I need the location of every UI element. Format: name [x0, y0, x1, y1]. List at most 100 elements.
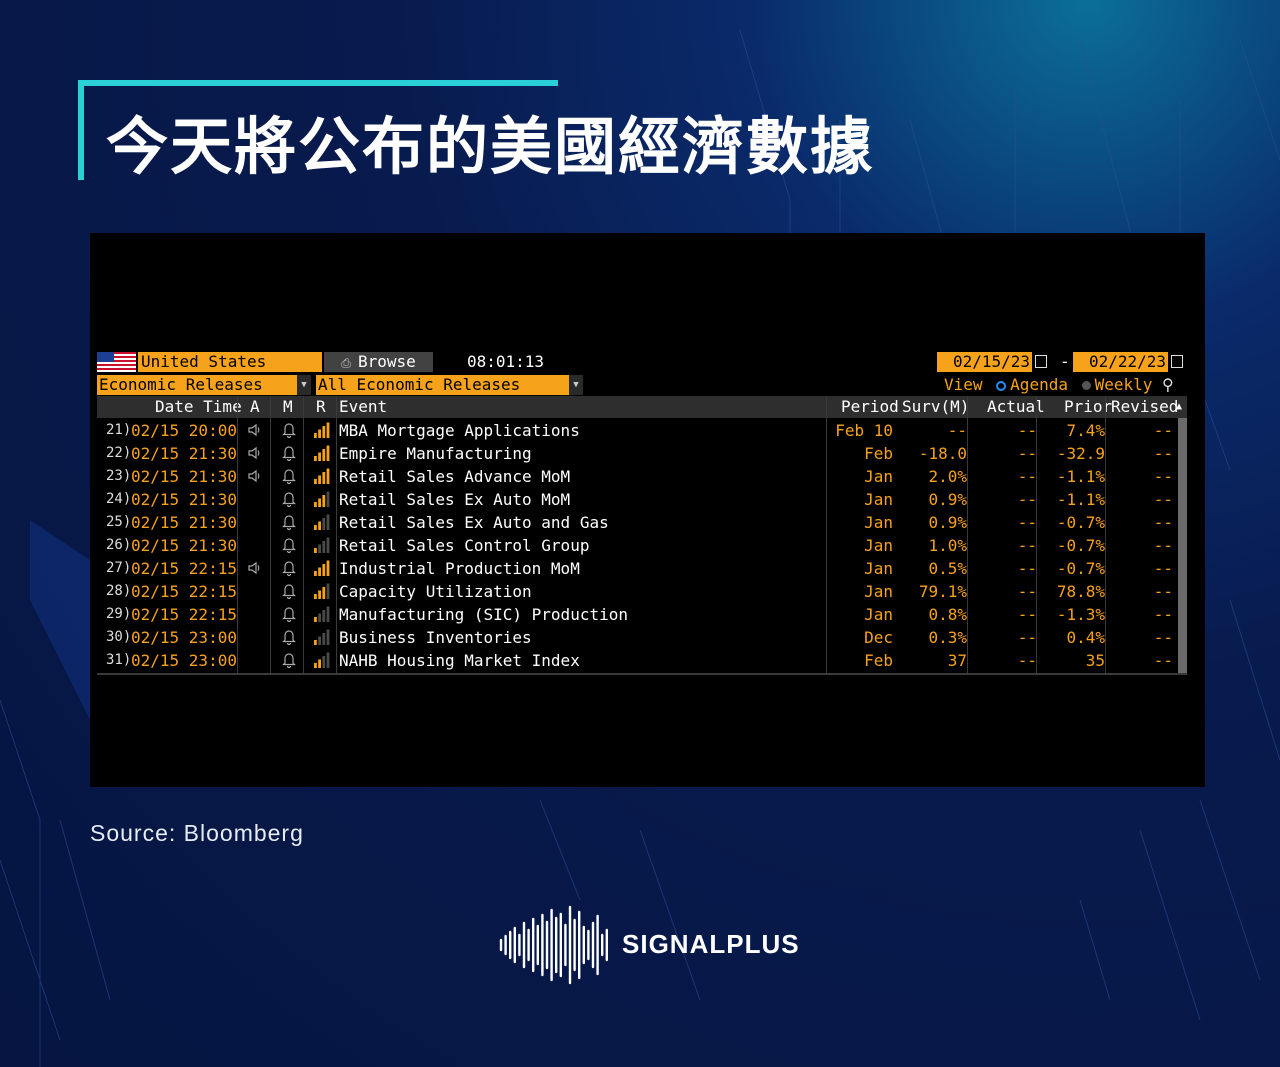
col-revised[interactable]: Revised	[1111, 397, 1179, 416]
table-row[interactable]: 25) 02/15 21:30 Retail Sales Ex Auto and G…	[97, 511, 1187, 534]
row-event[interactable]: MBA Mortgage Applications	[339, 421, 580, 440]
row-revised: --	[1153, 421, 1173, 440]
col-datetime[interactable]: Date Time	[155, 397, 242, 416]
bell-icon[interactable]	[281, 557, 299, 580]
row-actual: --	[1017, 628, 1037, 647]
calendar-icon[interactable]	[1171, 355, 1183, 368]
row-number[interactable]: 21)	[106, 422, 132, 438]
page-title: 今天將公布的美國經濟數據	[106, 110, 875, 183]
row-event[interactable]: Retail Sales Ex Auto MoM	[339, 490, 571, 509]
agenda-label[interactable]: Agenda	[1010, 375, 1068, 394]
bell-icon[interactable]	[281, 442, 299, 465]
speaker-icon[interactable]	[247, 465, 265, 488]
col-surv[interactable]: Surv(M)	[902, 397, 970, 416]
col-actual[interactable]: Actual	[987, 397, 1045, 416]
chevron-down-icon[interactable]: ▼	[297, 375, 311, 395]
row-prior: -0.7%	[1056, 513, 1105, 532]
row-number[interactable]: 27)	[106, 560, 132, 576]
row-number[interactable]: 30)	[106, 629, 132, 645]
col-period[interactable]: Period	[841, 397, 899, 416]
search-icon[interactable]: ⚲	[1162, 375, 1174, 394]
empty-cell	[247, 534, 265, 557]
empty-cell	[247, 580, 265, 603]
bell-icon[interactable]	[281, 511, 299, 534]
row-number[interactable]: 22)	[106, 445, 132, 461]
col-m[interactable]: M	[283, 397, 293, 416]
row-period: Feb	[864, 651, 893, 670]
empty-cell	[247, 626, 265, 649]
relevance-bars-icon	[313, 442, 331, 465]
browse-button[interactable]: ⎙ Browse	[324, 352, 433, 372]
row-number[interactable]: 26)	[106, 537, 132, 553]
row-number[interactable]: 25)	[106, 514, 132, 530]
bell-icon[interactable]	[281, 580, 299, 603]
row-event[interactable]: Industrial Production MoM	[339, 559, 580, 578]
table-row[interactable]: 30) 02/15 23:00 Business Inventories Dec 0.3…	[97, 626, 1187, 649]
table-row[interactable]: 24) 02/15 21:30 Retail Sales Ex Auto MoM Ja…	[97, 488, 1187, 511]
empty-cell	[247, 488, 265, 511]
col-prior[interactable]: Prior	[1064, 397, 1113, 416]
row-actual: --	[1017, 582, 1037, 601]
scrollbar[interactable]	[1178, 418, 1187, 674]
row-actual: --	[1017, 559, 1037, 578]
row-revised: --	[1153, 467, 1173, 486]
row-prior: -1.1%	[1056, 490, 1105, 509]
speaker-icon[interactable]	[247, 557, 265, 580]
row-number[interactable]: 28)	[106, 583, 132, 599]
col-r[interactable]: R	[316, 397, 326, 416]
date-from-field[interactable]: 02/15/23	[937, 352, 1032, 372]
row-survey: 1.0%	[928, 536, 967, 555]
category-select[interactable]: Economic Releases	[97, 375, 311, 395]
speaker-icon[interactable]	[247, 442, 265, 465]
weekly-radio[interactable]	[1081, 381, 1091, 390]
bell-icon[interactable]	[281, 626, 299, 649]
row-event[interactable]: Empire Manufacturing	[339, 444, 532, 463]
row-number[interactable]: 24)	[106, 491, 132, 507]
table-row[interactable]: 29) 02/15 22:15 Manufacturing (SIC) Produc…	[97, 603, 1187, 626]
table-row[interactable]: 23) 02/15 21:30 Retail Sales Advance MoM Ja…	[97, 465, 1187, 488]
calendar-icon[interactable]	[1035, 355, 1047, 368]
chevron-down-icon[interactable]: ▼	[569, 375, 583, 395]
bell-icon[interactable]	[281, 603, 299, 626]
speaker-icon[interactable]	[247, 419, 265, 442]
row-number[interactable]: 31)	[106, 652, 132, 668]
bell-icon[interactable]	[281, 534, 299, 557]
bell-icon[interactable]	[281, 488, 299, 511]
row-prior: -1.1%	[1056, 467, 1105, 486]
col-event[interactable]: Event	[339, 397, 388, 416]
bell-icon[interactable]	[281, 649, 299, 672]
column-divider	[336, 396, 337, 674]
table-row[interactable]: 26) 02/15 21:30 Retail Sales Control Group…	[97, 534, 1187, 557]
table-row[interactable]: 28) 02/15 22:15 Capacity Utilization Jan 79.…	[97, 580, 1187, 603]
date-range-separator: -	[1060, 352, 1070, 371]
row-event[interactable]: Retail Sales Advance MoM	[339, 467, 571, 486]
table-row[interactable]: 22) 02/15 21:30 Empire Manufacturing Feb -18…	[97, 442, 1187, 465]
bell-icon[interactable]	[281, 419, 299, 442]
row-event[interactable]: Retail Sales Ex Auto and Gas	[339, 513, 609, 532]
row-number[interactable]: 23)	[106, 468, 132, 484]
row-datetime: 02/15 21:30	[131, 467, 237, 486]
row-event[interactable]: Capacity Utilization	[339, 582, 532, 601]
row-event[interactable]: Manufacturing (SIC) Production	[339, 605, 628, 624]
weekly-label[interactable]: Weekly	[1094, 375, 1153, 394]
row-event[interactable]: Retail Sales Control Group	[339, 536, 590, 555]
row-actual: --	[1017, 651, 1037, 670]
table-row[interactable]: 21) 02/15 20:00 MBA Mortgage Applications F…	[97, 419, 1187, 442]
sort-up-icon[interactable]: ▲	[1176, 401, 1183, 412]
row-prior: 0.4%	[1066, 628, 1105, 647]
browse-label: Browse	[358, 352, 416, 371]
table-row[interactable]: 31) 02/15 23:00 NAHB Housing Market Index F…	[97, 649, 1187, 672]
release-filter-select[interactable]: All Economic Releases	[316, 375, 583, 395]
table-row[interactable]: 27) 02/15 22:15 Industrial Production MoM J…	[97, 557, 1187, 580]
row-number[interactable]: 29)	[106, 606, 132, 622]
column-divider	[270, 396, 271, 674]
date-to-field[interactable]: 02/22/23	[1073, 352, 1168, 372]
bell-icon[interactable]	[281, 465, 299, 488]
col-a[interactable]: A	[250, 397, 260, 416]
row-event[interactable]: NAHB Housing Market Index	[339, 651, 580, 670]
agenda-radio[interactable]	[996, 380, 1007, 391]
country-field[interactable]: United States	[138, 352, 322, 372]
table-bottom-border	[97, 673, 1187, 675]
row-event[interactable]: Business Inventories	[339, 628, 532, 647]
